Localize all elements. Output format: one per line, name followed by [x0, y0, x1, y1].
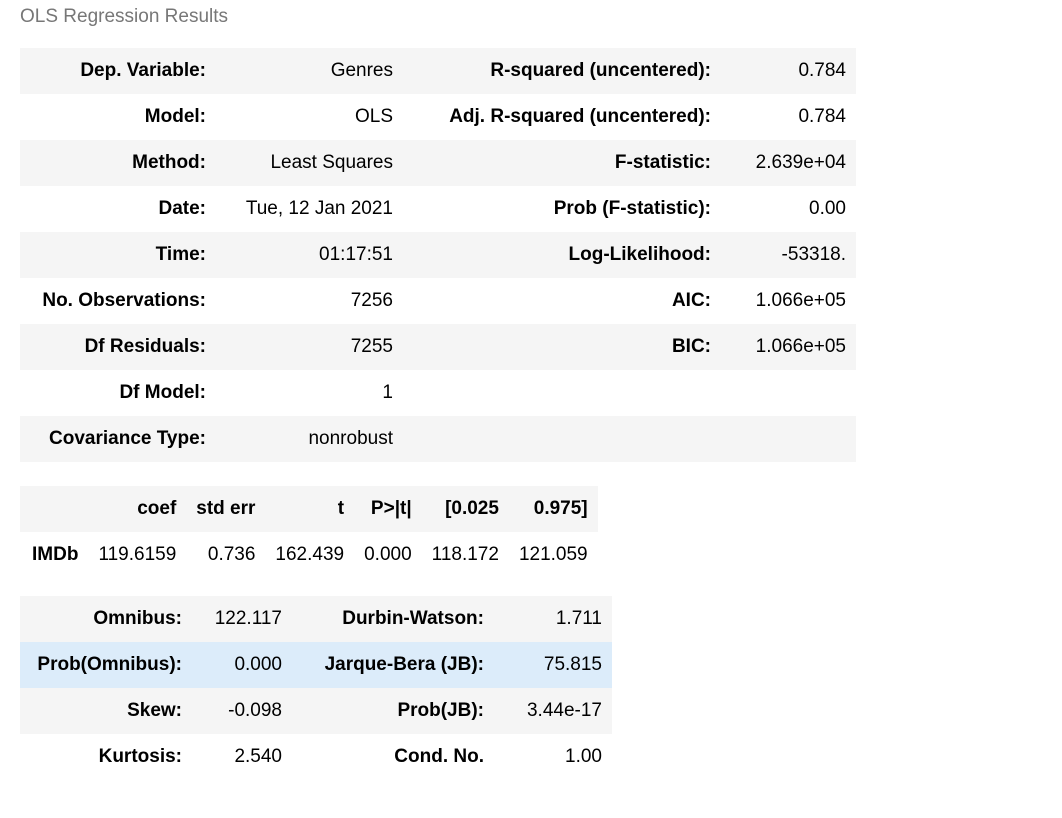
- summary-label: Adj. R-squared (uncentered):: [449, 106, 711, 127]
- diagnostic-value: 122.117: [214, 608, 282, 629]
- diagnostic-label: Omnibus:: [93, 608, 182, 629]
- summary-value: 1.066e+05: [755, 336, 846, 357]
- table-header-row: coef std err t P>|t| [0.025 0.975]: [20, 486, 598, 532]
- diagnostic-value: 2.540: [234, 746, 282, 767]
- table-cell: 162.439: [275, 544, 345, 565]
- column-header: std err: [196, 498, 256, 519]
- summary-label: R-squared (uncentered):: [490, 60, 711, 81]
- table-cell: 0.000: [364, 544, 412, 565]
- diagnostic-value: 3.44e-17: [526, 700, 602, 721]
- summary-value: Least Squares: [270, 152, 393, 173]
- summary-value: Genres: [330, 60, 393, 81]
- column-header: 0.975]: [533, 498, 588, 519]
- column-header: P>|t|: [370, 498, 412, 519]
- table-cell: 119.6159: [98, 544, 177, 565]
- coefficient-table: coef std err t P>|t| [0.025 0.975] IMDb …: [20, 486, 598, 578]
- table-cell: 0.736: [207, 544, 256, 565]
- summary-value: 1: [382, 382, 393, 403]
- summary-value: [721, 416, 856, 462]
- summary-value: 01:17:51: [319, 244, 393, 265]
- row-label: IMDb: [32, 544, 79, 565]
- table-row: Date: Tue, 12 Jan 2021 Prob (F-statistic…: [20, 186, 856, 232]
- summary-value: 7256: [350, 290, 393, 311]
- summary-value: [721, 370, 856, 416]
- diagnostic-label: Skew:: [127, 700, 182, 721]
- table-row: No. Observations: 7256 AIC: 1.066e+05: [20, 278, 856, 324]
- column-header: coef: [137, 498, 177, 519]
- summary-label: Df Residuals:: [84, 336, 206, 357]
- table-cell: 121.059: [518, 544, 588, 565]
- table-row: Skew: -0.098 Prob(JB): 3.44e-17: [20, 688, 612, 734]
- summary-value: 0.00: [809, 198, 846, 219]
- summary-value: OLS: [354, 106, 393, 127]
- diagnostic-label: Prob(Omnibus):: [37, 654, 182, 675]
- summary-label: Method:: [132, 152, 206, 173]
- summary-label: Df Model:: [119, 382, 206, 403]
- table-row: IMDb 119.6159 0.736 162.439 0.000 118.17…: [20, 532, 598, 578]
- column-header: t: [337, 498, 345, 519]
- table-row-highlighted: Prob(Omnibus): 0.000 Jarque-Bera (JB): 7…: [20, 642, 612, 688]
- diagnostic-value: 1.711: [555, 608, 602, 629]
- table-row: Model: OLS Adj. R-squared (uncentered): …: [20, 94, 856, 140]
- summary-value: -53318.: [781, 244, 846, 265]
- table-row: Omnibus: 122.117 Durbin-Watson: 1.711: [20, 596, 612, 642]
- table-row: Df Model: 1: [20, 370, 856, 416]
- table-cell: 118.172: [431, 544, 499, 565]
- table-row: Covariance Type: nonrobust: [20, 416, 856, 462]
- summary-label: Prob (F-statistic):: [553, 198, 711, 219]
- table-row: Method: Least Squares F-statistic: 2.639…: [20, 140, 856, 186]
- table-row: Df Residuals: 7255 BIC: 1.066e+05: [20, 324, 856, 370]
- summary-label: No. Observations:: [42, 290, 206, 311]
- summary-value: Tue, 12 Jan 2021: [245, 198, 393, 219]
- diagnostics-table: Omnibus: 122.117 Durbin-Watson: 1.711 Pr…: [20, 596, 612, 780]
- diagnostic-value: -0.098: [228, 700, 282, 721]
- summary-label: Covariance Type:: [49, 428, 206, 449]
- summary-label: BIC:: [671, 336, 711, 357]
- diagnostic-label: Jarque-Bera (JB):: [324, 654, 484, 675]
- summary-label: Log-Likelihood:: [568, 244, 711, 265]
- summary-value: 2.639e+04: [755, 152, 846, 173]
- diagnostic-label: Kurtosis:: [98, 746, 182, 767]
- summary-value: nonrobust: [308, 428, 393, 449]
- diagnostic-value: 1.00: [565, 746, 602, 767]
- diagnostic-label: Prob(JB):: [397, 700, 484, 721]
- table-row: Dep. Variable: Genres R-squared (uncente…: [20, 48, 856, 94]
- summary-label: Time:: [155, 244, 206, 265]
- summary-value: 0.784: [798, 106, 846, 127]
- column-header: [20, 486, 88, 532]
- summary-label: AIC:: [671, 290, 711, 311]
- summary-label: [403, 416, 721, 462]
- table-row: Time: 01:17:51 Log-Likelihood: -53318.: [20, 232, 856, 278]
- diagnostic-label: Cond. No.: [394, 746, 484, 767]
- summary-label: [403, 370, 721, 416]
- diagnostic-value: 0.000: [234, 654, 282, 675]
- diagnostic-label: Durbin-Watson:: [342, 608, 484, 629]
- table-caption: OLS Regression Results: [20, 6, 229, 27]
- column-header: [0.025: [445, 498, 499, 519]
- summary-label: Dep. Variable:: [80, 60, 206, 81]
- summary-value: 0.784: [798, 60, 846, 81]
- summary-label: F-statistic:: [614, 152, 711, 173]
- summary-label: Model:: [144, 106, 206, 127]
- summary-value: 1.066e+05: [755, 290, 846, 311]
- model-summary-table: Dep. Variable: Genres R-squared (uncente…: [20, 48, 856, 462]
- diagnostic-value: 75.815: [543, 654, 602, 675]
- summary-value: 7255: [350, 336, 393, 357]
- summary-label: Date:: [158, 198, 206, 219]
- table-row: Kurtosis: 2.540 Cond. No. 1.00: [20, 734, 612, 780]
